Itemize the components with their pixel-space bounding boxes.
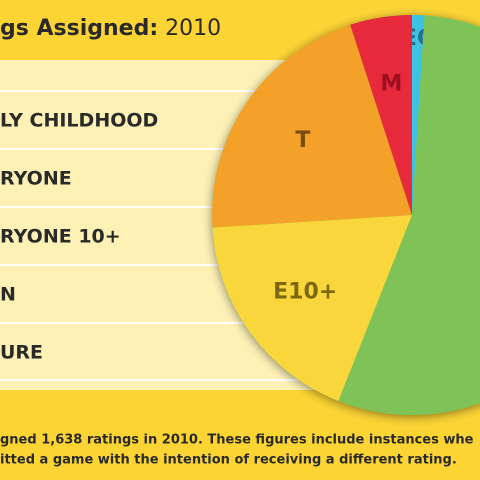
- pie-slice: [350, 15, 412, 215]
- legend-label: RYONE: [0, 168, 72, 190]
- legend-label: LY CHILDHOOD: [0, 110, 158, 132]
- title-text: gs Assigned:: [0, 16, 158, 41]
- legend-label: RYONE 10+: [0, 226, 121, 248]
- title-year: 2010: [165, 16, 221, 41]
- legend-label: N: [0, 284, 16, 306]
- note-line: gned 1,638 ratings in 2010. These figure…: [0, 433, 474, 448]
- pie-slice: [211, 24, 412, 228]
- slice-label: T: [295, 128, 310, 153]
- pie-slice: [212, 215, 412, 401]
- slice-label: E10+: [273, 280, 337, 305]
- pie-slice: [338, 15, 480, 415]
- slice-label: M: [380, 72, 402, 97]
- title: gs Assigned: 2010: [0, 16, 221, 41]
- note-line: itted a game with the intention of recei…: [0, 453, 457, 468]
- legend-label: URE: [0, 342, 43, 364]
- pie-slice: [412, 15, 425, 215]
